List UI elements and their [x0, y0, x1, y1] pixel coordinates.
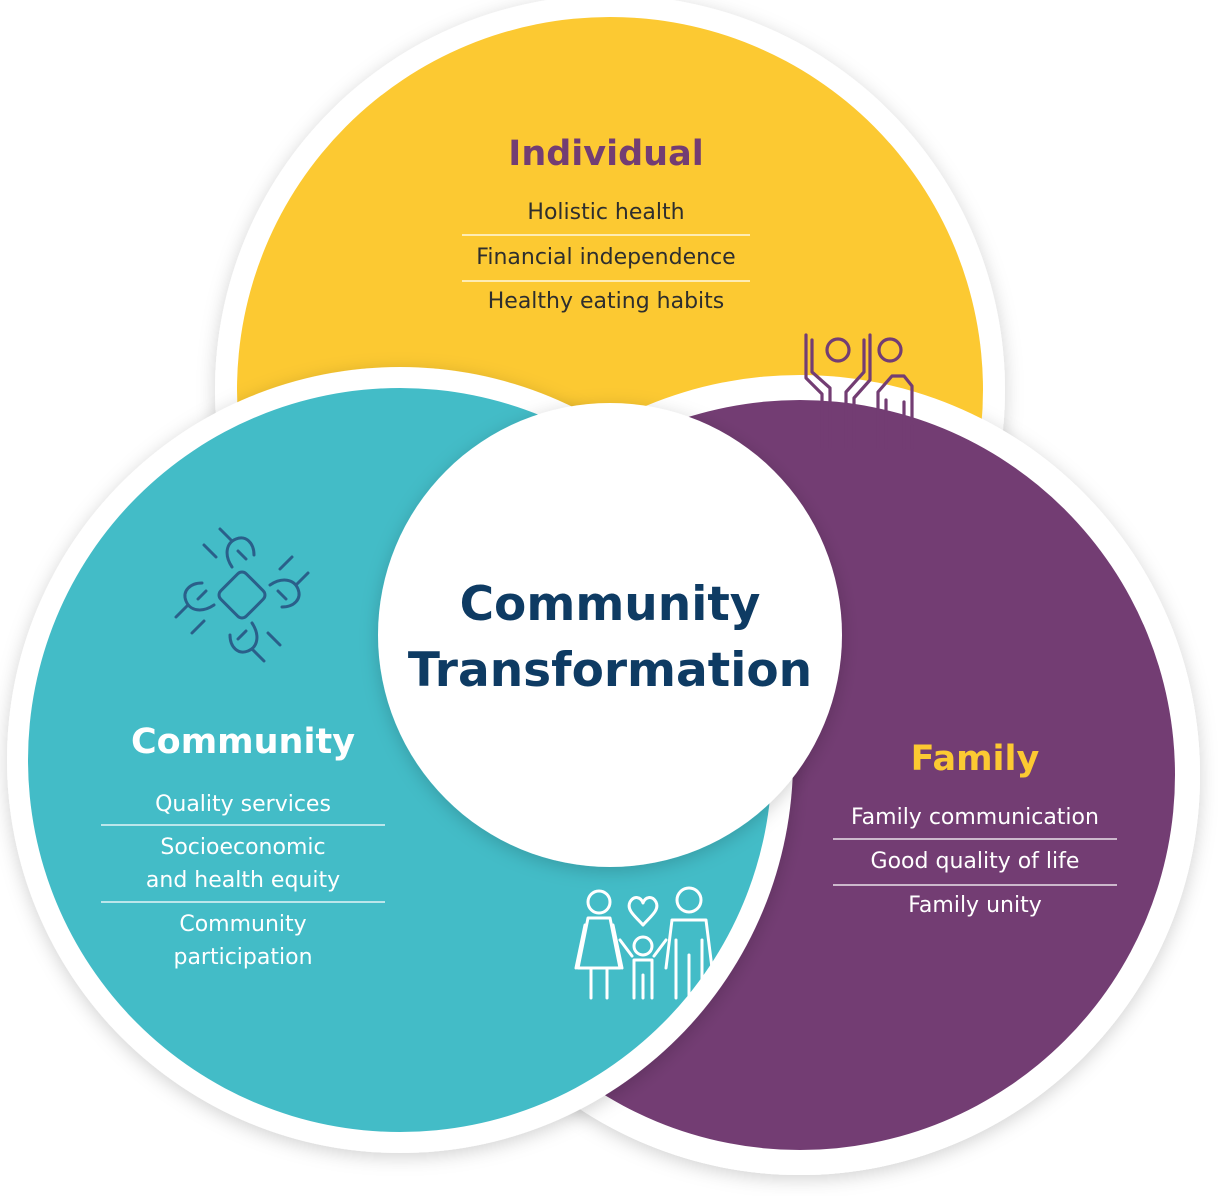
center-circle	[378, 403, 842, 867]
center-title-line-1: Community	[459, 577, 761, 632]
individual-item-1: Holistic health	[527, 200, 685, 225]
dividers	[101, 234, 1117, 903]
community-item-2b: and health equity	[145, 868, 341, 893]
community-item-2a: Socioeconomic	[160, 835, 326, 860]
family-item-3: Family unity	[908, 893, 1042, 918]
community-title: Community	[130, 722, 356, 762]
family-title: Family	[910, 739, 1040, 779]
center-title: Community Transformation	[395, 572, 825, 704]
family-item-2: Good quality of life	[870, 849, 1080, 874]
family-item-1: Family communication	[851, 805, 1099, 830]
individual-item-2: Financial independence	[476, 245, 736, 270]
family-heart-icon	[574, 886, 714, 1000]
people-raising-hands-icon	[804, 333, 914, 450]
individual-item-3: Healthy eating habits	[487, 289, 725, 314]
center-title-line-2: Transformation	[407, 643, 813, 698]
community-item-1: Quality services	[155, 792, 331, 817]
community-item-3b: participation	[173, 945, 313, 970]
individual-title: Individual	[508, 134, 704, 174]
community-item-3a: Community	[179, 912, 307, 937]
joined-hands-icon	[174, 527, 310, 663]
